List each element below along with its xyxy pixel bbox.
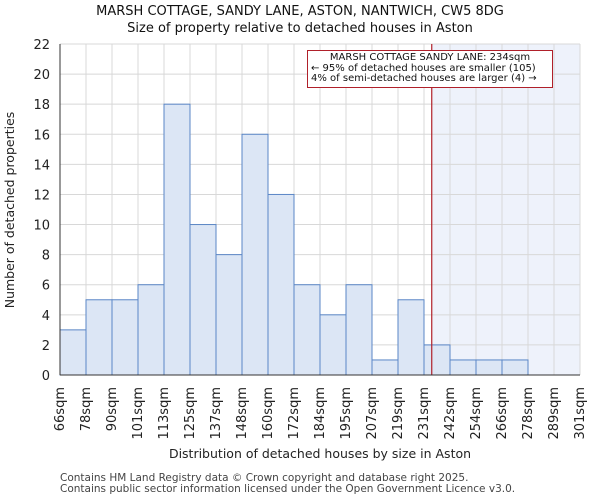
annotation-line-property: MARSH COTTAGE SANDY LANE: 234sqm xyxy=(329,52,531,63)
histogram-bar xyxy=(59,329,87,376)
y-axis-label: Number of detached properties xyxy=(2,112,17,309)
x-tick-label: 254sqm xyxy=(469,387,484,440)
y-tick-label: 14 xyxy=(33,158,50,173)
histogram-bar xyxy=(189,224,217,376)
y-tick-label: 22 xyxy=(33,38,50,53)
x-tick-label: 195sqm xyxy=(339,387,354,440)
y-tick-label: 12 xyxy=(33,188,50,203)
chart-subtitle: Size of property relative to detached ho… xyxy=(127,21,473,36)
y-tick-label: 6 xyxy=(42,279,50,294)
y-tick-label: 16 xyxy=(33,128,50,143)
x-tick-label: 101sqm xyxy=(131,387,146,440)
histogram-bar xyxy=(423,344,451,376)
histogram-bar xyxy=(163,103,191,376)
annotation-line-larger: 4% of semi-detached houses are larger (4… xyxy=(311,73,537,84)
x-tick-label: 219sqm xyxy=(391,387,406,440)
y-tick-label: 10 xyxy=(33,219,50,234)
x-tick-label: 125sqm xyxy=(183,387,198,440)
x-tick-label: 113sqm xyxy=(157,387,172,440)
histogram-bar xyxy=(85,299,113,376)
x-tick-label: 172sqm xyxy=(287,387,302,440)
x-tick-label: 266sqm xyxy=(495,387,510,440)
histogram-bar xyxy=(501,359,529,376)
histogram-bar xyxy=(397,299,425,376)
x-tick-label: 90sqm xyxy=(105,387,120,431)
footer-line-2: Contains public sector information licen… xyxy=(60,483,516,495)
chart-title: MARSH COTTAGE, SANDY LANE, ASTON, NANTWI… xyxy=(96,4,504,19)
x-tick-label: 160sqm xyxy=(261,387,276,440)
histogram-bar xyxy=(215,254,243,376)
footer-attribution: Contains HM Land Registry data © Crown c… xyxy=(60,473,515,495)
larger-region-shade xyxy=(431,44,580,375)
y-tick-label: 4 xyxy=(42,309,50,324)
histogram-bar xyxy=(319,314,347,376)
x-axis-label: Distribution of detached houses by size … xyxy=(169,446,471,461)
y-tick-label: 2 xyxy=(42,339,50,354)
x-tick-label: 66sqm xyxy=(53,387,68,431)
annotation-line-smaller: ← 95% of detached houses are smaller (10… xyxy=(311,62,536,74)
x-tick-label: 242sqm xyxy=(443,387,458,440)
x-tick-label: 184sqm xyxy=(313,387,328,440)
histogram-bar xyxy=(241,133,269,376)
y-tick-label: 0 xyxy=(42,369,50,384)
histogram-bar xyxy=(137,284,165,376)
histogram-bar xyxy=(111,299,139,376)
x-tick-label: 78sqm xyxy=(79,387,94,431)
histogram-bar xyxy=(475,359,503,376)
x-tick-label: 231sqm xyxy=(417,387,432,440)
histogram-bar xyxy=(345,284,373,376)
y-tick-label: 8 xyxy=(42,249,50,264)
histogram-bar xyxy=(371,359,399,376)
footer-line-1: Contains HM Land Registry data © Crown c… xyxy=(60,472,469,484)
x-tick-label: 148sqm xyxy=(235,387,250,440)
x-tick-label: 137sqm xyxy=(209,387,224,440)
histogram-bar xyxy=(449,359,477,376)
property-annotation: MARSH COTTAGE SANDY LANE: 234sqm ← 95% o… xyxy=(307,50,553,88)
x-tick-label: 207sqm xyxy=(365,387,380,440)
y-tick-label: 18 xyxy=(33,98,50,113)
histogram-bar xyxy=(293,284,321,376)
histogram-bar xyxy=(267,193,295,376)
x-tick-label: 289sqm xyxy=(547,387,562,440)
x-tick-label: 278sqm xyxy=(521,387,536,440)
x-tick-label: 301sqm xyxy=(573,387,588,440)
y-tick-label: 20 xyxy=(33,68,50,83)
